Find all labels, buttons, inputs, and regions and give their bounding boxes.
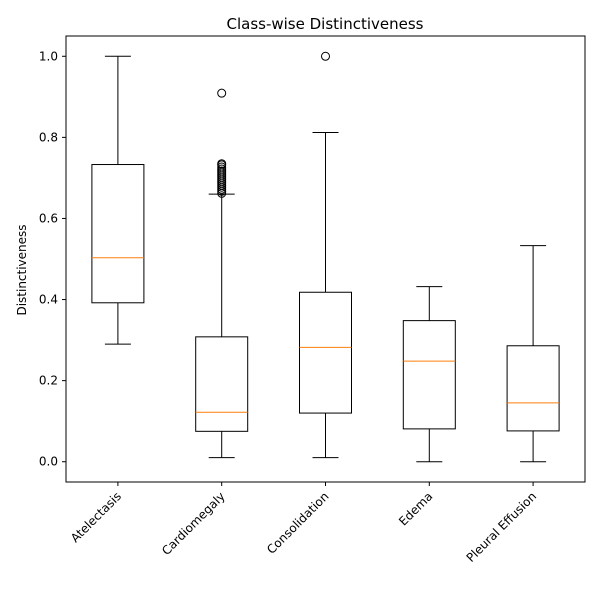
y-tick-label: 0.4 — [39, 293, 58, 307]
iqr-box — [195, 336, 249, 432]
y-tick-label: 0.0 — [39, 455, 58, 469]
iqr-box — [91, 164, 145, 304]
outlier-point — [217, 88, 227, 98]
outlier-point — [321, 51, 330, 61]
y-tick-label: 0.2 — [39, 374, 58, 388]
iqr-box — [402, 320, 456, 430]
y-tick-label: 0.8 — [39, 130, 58, 144]
chart-title: Class-wise Distinctiveness — [227, 15, 424, 33]
y-tick-label: 1.0 — [39, 49, 58, 63]
y-axis-label: Distinctiveness — [15, 224, 29, 315]
iqr-box — [506, 345, 560, 432]
outlier-point — [217, 159, 227, 169]
iqr-box — [299, 291, 352, 414]
y-tick-label: 0.6 — [39, 211, 58, 225]
plot-frame — [65, 35, 586, 483]
